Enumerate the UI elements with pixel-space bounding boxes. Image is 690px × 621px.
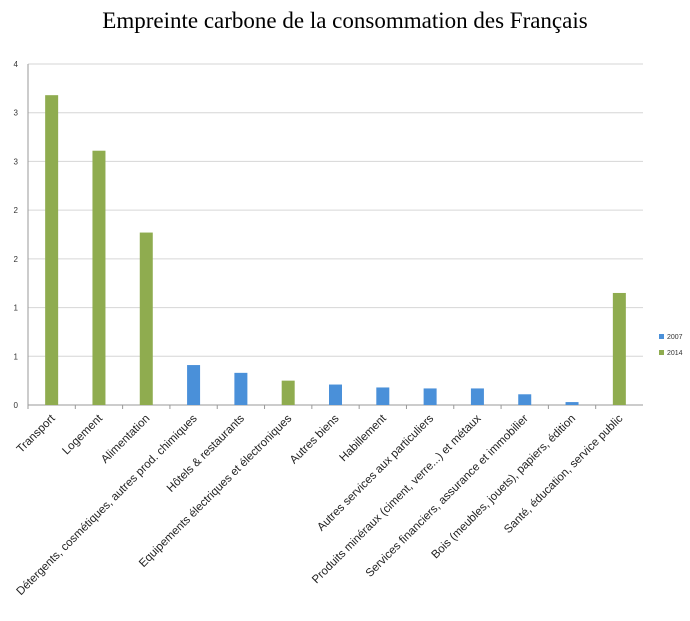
legend-swatch-2014 xyxy=(659,350,664,355)
y-tick-label: 3 xyxy=(14,109,19,118)
bar-2007 xyxy=(470,388,484,405)
x-category-label: Logement xyxy=(60,412,105,457)
bar-2007 xyxy=(423,388,437,405)
x-category-label: Alimentation xyxy=(99,413,152,466)
x-category-label: Autres biens xyxy=(288,412,342,466)
x-category-label: Produits minéraux (ciment, verre...) et … xyxy=(310,412,484,586)
legend-swatch-2007 xyxy=(659,334,664,339)
x-category-label: Services financiers, assurance et immobi… xyxy=(364,413,531,580)
y-tick-label: 4 xyxy=(14,60,19,69)
x-category-label: Détergents, cosmétiques, autres prod. ch… xyxy=(14,412,199,597)
y-tick-label: 1 xyxy=(14,352,19,361)
legend-label: 2014 xyxy=(667,350,683,357)
legend-label: 2007 xyxy=(667,334,683,341)
bar-2007 xyxy=(518,394,532,405)
x-category-label: Transport xyxy=(15,412,59,456)
bar-2007 xyxy=(376,387,390,405)
y-tick-label: 2 xyxy=(14,206,19,215)
y-tick-label: 2 xyxy=(14,255,19,264)
y-tick-label: 0 xyxy=(14,401,19,410)
bar-2007 xyxy=(329,384,342,405)
bar-2007 xyxy=(565,402,579,405)
y-tick-label: 1 xyxy=(14,304,19,313)
x-category-label: Habillement xyxy=(337,412,389,464)
chart-title: Empreinte carbone de la consommation des… xyxy=(102,8,588,33)
bar-2014 xyxy=(45,95,59,406)
bar-2014 xyxy=(281,380,295,405)
bar-2007 xyxy=(187,365,201,405)
bar-2014 xyxy=(139,232,153,405)
bar-2014 xyxy=(92,150,106,405)
y-tick-label: 3 xyxy=(14,157,19,166)
bar-2014 xyxy=(612,292,626,405)
x-category-label: Hôtels & restaurants xyxy=(165,412,247,494)
bar-2007 xyxy=(234,372,248,405)
